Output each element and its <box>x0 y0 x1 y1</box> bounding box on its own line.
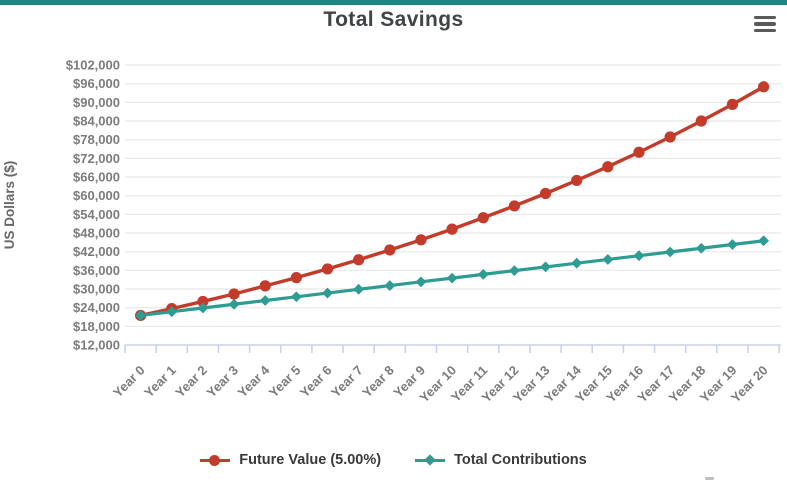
data-point[interactable] <box>415 276 427 288</box>
y-axis-tick-label: $90,000 <box>73 95 120 110</box>
x-axis-tick-label: Year 8 <box>359 363 397 401</box>
y-axis-tick-label: $54,000 <box>73 207 120 222</box>
data-point[interactable] <box>290 272 302 284</box>
y-axis-tick-label: $102,000 <box>66 58 120 73</box>
data-point[interactable] <box>726 98 739 110</box>
data-point[interactable] <box>602 254 614 265</box>
data-point[interactable] <box>571 257 583 269</box>
legend-item-future-value[interactable]: Future Value (5.00%) <box>200 452 381 468</box>
y-axis-tick-label: $78,000 <box>73 132 120 147</box>
data-point[interactable] <box>602 161 614 173</box>
y-axis-tick-label: $12,000 <box>73 338 120 353</box>
data-point[interactable] <box>727 239 738 250</box>
data-point[interactable] <box>540 261 551 273</box>
y-axis-tick-label: $84,000 <box>73 114 120 129</box>
data-point[interactable] <box>695 115 707 127</box>
data-point[interactable] <box>477 268 489 280</box>
data-point[interactable] <box>446 272 458 284</box>
data-point[interactable] <box>633 250 645 262</box>
data-point[interactable] <box>197 302 209 314</box>
data-point[interactable] <box>322 287 333 299</box>
legend-item-total-contributions[interactable]: Total Contributions <box>415 452 587 468</box>
data-point[interactable] <box>197 295 209 308</box>
y-axis-tick-label: $36,000 <box>73 263 120 278</box>
data-point[interactable] <box>353 254 365 266</box>
data-point[interactable] <box>664 131 676 143</box>
y-axis-title: US Dollars ($) <box>2 161 17 250</box>
y-axis-tick-label: $72,000 <box>73 151 120 166</box>
red-circle-marker-icon <box>200 454 231 466</box>
x-axis-tick-label: Year 0 <box>110 363 148 401</box>
data-point[interactable] <box>290 291 302 303</box>
y-axis-tick-label: $66,000 <box>73 170 120 185</box>
data-point[interactable] <box>758 235 769 247</box>
data-point[interactable] <box>633 146 645 158</box>
y-axis-tick-label: $60,000 <box>73 188 120 203</box>
data-point[interactable] <box>571 174 583 187</box>
data-point[interactable] <box>384 280 396 291</box>
data-point[interactable] <box>695 242 707 254</box>
data-point[interactable] <box>321 263 334 275</box>
x-axis-tick-label: Year 5 <box>266 363 304 401</box>
chart-legend: Future Value (5.00%) Total Contributions <box>0 452 787 468</box>
legend-label-total-contributions: Total Contributions <box>454 452 587 468</box>
y-axis-tick-label: $42,000 <box>73 244 120 259</box>
y-axis-tick-label: $30,000 <box>73 282 120 297</box>
hamburger-icon[interactable] <box>754 16 776 32</box>
data-point[interactable] <box>228 288 240 300</box>
data-point[interactable] <box>446 223 458 235</box>
y-axis-tick-label: $96,000 <box>73 76 120 91</box>
accent-top-bar <box>0 0 787 5</box>
data-point[interactable] <box>259 280 271 292</box>
x-axis-tick-label: Year 6 <box>297 363 335 401</box>
x-axis-tick-label: Year 2 <box>172 363 210 401</box>
data-point[interactable] <box>509 265 520 277</box>
data-point[interactable] <box>415 234 427 246</box>
y-axis-tick-label: $48,000 <box>73 226 120 241</box>
x-axis-tick-label: Year 4 <box>235 362 273 400</box>
x-axis-tick-label: Year 1 <box>141 363 179 401</box>
y-axis-tick-label: $18,000 <box>73 319 120 334</box>
x-axis-tick-label: Year 7 <box>328 363 366 401</box>
data-point[interactable] <box>477 212 489 224</box>
data-point[interactable] <box>228 298 240 310</box>
y-axis-tick-label: $24,000 <box>73 300 120 315</box>
data-point[interactable] <box>166 306 178 318</box>
data-point[interactable] <box>539 187 552 200</box>
cropped-text-sliver <box>705 477 714 480</box>
data-point[interactable] <box>135 310 146 321</box>
data-point[interactable] <box>508 200 520 212</box>
x-axis-tick-label: Year 3 <box>203 363 241 401</box>
chart-title: Total Savings <box>323 8 464 31</box>
data-point[interactable] <box>353 283 365 295</box>
legend-label-future-value: Future Value (5.00%) <box>239 452 382 468</box>
savings-chart: $102,000 $96,000 $90,000 $84,000 $78,000 $72,… <box>2 58 781 405</box>
data-point[interactable] <box>259 295 271 306</box>
teal-diamond-marker-icon <box>415 454 446 466</box>
data-point[interactable] <box>664 246 676 258</box>
data-point[interactable] <box>758 81 770 93</box>
data-point[interactable] <box>384 244 396 256</box>
